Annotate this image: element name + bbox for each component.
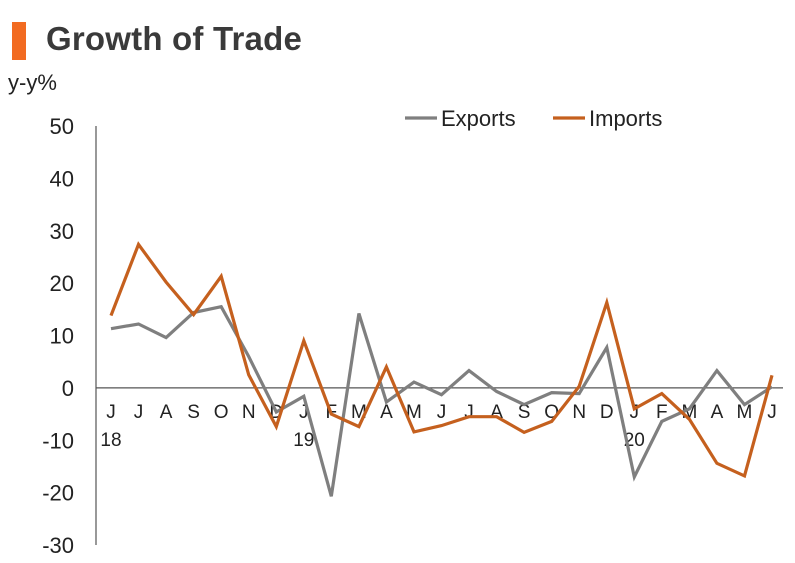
title-accent-bar <box>12 22 26 60</box>
x-tick-label: A <box>380 402 393 423</box>
series-line-exports <box>110 304 773 497</box>
chart-title: Growth of Trade <box>46 20 303 57</box>
x-tick-label: D <box>600 402 614 423</box>
x-tick-label: S <box>187 402 200 423</box>
y-tick-label: 0 <box>62 376 74 401</box>
x-year-label: 18 <box>100 430 121 451</box>
x-tick-label: N <box>242 402 256 423</box>
y-tick-label: 10 <box>50 324 74 349</box>
x-tick-label: M <box>406 402 422 423</box>
y-axis-unit-label: y-y% <box>8 70 57 95</box>
x-tick-label: A <box>160 402 173 423</box>
x-tick-label: J <box>437 402 447 423</box>
x-tick-label: M <box>737 402 753 423</box>
legend-label-exports: Exports <box>441 106 516 131</box>
x-tick-label: J <box>767 402 777 423</box>
series-lines <box>109 241 774 497</box>
legend: Exports Imports <box>405 106 662 131</box>
y-tick-label: 40 <box>50 166 74 191</box>
y-tick-label: 20 <box>50 271 74 296</box>
y-tick-label: -30 <box>42 533 74 558</box>
x-tick-label: F <box>656 402 668 423</box>
series-line-imports <box>109 241 774 479</box>
x-tick-label: O <box>214 402 229 423</box>
x-year-label: 19 <box>293 430 314 451</box>
x-axis-tick-labels: J J A S O N D J F M A M J J A S O N D J F M A M J18 19 20 <box>100 402 776 451</box>
y-tick-label: 50 <box>50 114 74 139</box>
x-tick-label: N <box>572 402 586 423</box>
x-tick-label: J <box>106 402 116 423</box>
y-axis: 50 40 30 20 10 0 -10 -20 -30 <box>42 114 97 558</box>
y-tick-label: -10 <box>42 428 74 453</box>
y-tick-label: 30 <box>50 219 74 244</box>
x-tick-label: J <box>630 402 640 423</box>
y-tick-label: -20 <box>42 481 74 506</box>
legend-label-imports: Imports <box>589 106 662 131</box>
x-tick-label: S <box>518 402 531 423</box>
x-tick-label: J <box>464 402 474 423</box>
x-tick-label: A <box>711 402 724 423</box>
x-tick-label: J <box>299 402 309 423</box>
x-tick-label: J <box>134 402 144 423</box>
